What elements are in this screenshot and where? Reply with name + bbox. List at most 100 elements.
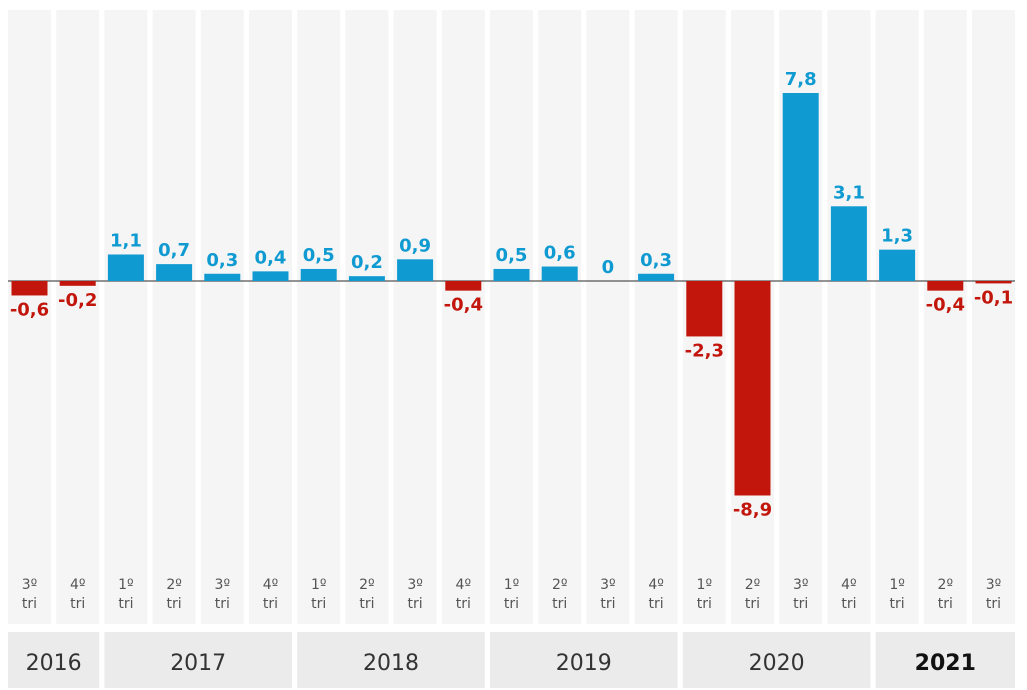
quarter-tick-sublabel: tri [263, 596, 278, 612]
bar [686, 281, 723, 337]
column-background [393, 10, 437, 624]
year-label: 2021 [915, 651, 976, 676]
data-label: 0,7 [158, 240, 190, 261]
data-label: -0,1 [974, 287, 1013, 308]
column-background [923, 10, 967, 624]
column-background [297, 10, 341, 624]
bar [927, 281, 964, 291]
quarter-tick-sublabel: tri [408, 596, 423, 612]
bar [445, 281, 482, 291]
data-label: 0,9 [399, 235, 431, 256]
data-label: 0,5 [303, 245, 335, 266]
quarter-tick-sublabel: tri [504, 596, 519, 612]
quarter-tick-sublabel: tri [552, 596, 567, 612]
year-band [104, 632, 293, 688]
column-background [875, 10, 919, 624]
quarter-tick-label: 4º [70, 577, 86, 593]
data-label: 3,1 [833, 182, 865, 203]
quarter-tick-label: 1º [889, 577, 905, 593]
quarter-tick-label: 2º [552, 577, 568, 593]
data-label: 1,1 [110, 230, 142, 251]
year-label: 2016 [26, 651, 82, 676]
quarter-tick-label: 2º [938, 577, 954, 593]
year-band [8, 632, 100, 688]
column-background [972, 10, 1015, 624]
data-label: 7,8 [785, 69, 817, 90]
bar [204, 273, 241, 281]
quarter-tick-label: 3º [407, 577, 423, 593]
bar [830, 206, 867, 281]
year-band [297, 632, 485, 688]
data-label: 0,3 [206, 250, 238, 271]
quarter-tick-sublabel: tri [22, 596, 37, 612]
quarter-tick-sublabel: tri [600, 596, 615, 612]
quarter-tick-sublabel: tri [890, 596, 905, 612]
quarter-tick-label: 1º [311, 577, 327, 593]
bar [107, 254, 144, 281]
data-label: -0,4 [926, 295, 965, 316]
quarter-tick-sublabel: tri [649, 596, 664, 612]
year-label: 2018 [363, 651, 419, 676]
year-band [682, 632, 871, 688]
bar [348, 276, 385, 281]
data-label: 0,6 [544, 243, 576, 264]
quarter-tick-label: 4º [648, 577, 664, 593]
column-background [634, 10, 678, 624]
column-background [152, 10, 196, 624]
year-label: 2019 [556, 651, 612, 676]
quarter-tick-sublabel: tri [456, 596, 471, 612]
bar [638, 273, 675, 281]
bar [59, 281, 96, 286]
column-background [200, 10, 244, 624]
quarter-tick-sublabel: tri [167, 596, 182, 612]
bar [156, 264, 193, 281]
column-background [441, 10, 485, 624]
column-background [56, 10, 100, 624]
quarter-tick-sublabel: tri [938, 596, 953, 612]
quarter-tick-label: 2º [359, 577, 375, 593]
quarter-tick-sublabel: tri [215, 596, 230, 612]
year-band [875, 632, 1015, 688]
quarter-tick-label: 4º [263, 577, 279, 593]
quarter-tick-label: 1º [504, 577, 520, 593]
quarter-tick-label: 3º [215, 577, 231, 593]
quarter-tick-sublabel: tri [986, 596, 1001, 612]
data-label: 1,3 [881, 226, 913, 247]
quarter-tick-sublabel: tri [793, 596, 808, 612]
bar [493, 268, 530, 281]
column-background [8, 10, 51, 624]
quarter-tick-label: 4º [456, 577, 472, 593]
quarter-tick-label: 1º [697, 577, 713, 593]
quarter-tick-sublabel: tri [841, 596, 856, 612]
quarter-tick-sublabel: tri [745, 596, 760, 612]
column-background [586, 10, 630, 624]
data-label: 0,4 [255, 247, 287, 268]
column-background [249, 10, 292, 624]
column-background [827, 10, 871, 624]
data-label: -0,2 [58, 290, 97, 311]
bar [879, 249, 916, 281]
quarter-tick-label: 4º [841, 577, 857, 593]
quarter-tick-label: 3º [600, 577, 616, 593]
data-label: 0,5 [496, 245, 528, 266]
year-label: 2020 [749, 651, 805, 676]
data-label: -2,3 [685, 340, 724, 361]
data-label: 0 [602, 257, 615, 278]
data-label: -0,4 [444, 295, 483, 316]
quarter-tick-label: 2º [745, 577, 761, 593]
quarter-tick-label: 3º [793, 577, 809, 593]
column-background [345, 10, 389, 624]
quarter-tick-sublabel: tri [311, 596, 326, 612]
column-background [538, 10, 582, 624]
quarter-tick-label: 1º [118, 577, 134, 593]
bar [252, 271, 289, 281]
year-band [490, 632, 678, 688]
bar [975, 281, 1012, 284]
year-label: 2017 [170, 651, 226, 676]
quarter-tick-label: 3º [22, 577, 38, 593]
data-label: -8,9 [733, 499, 772, 520]
quarter-tick-label: 3º [986, 577, 1002, 593]
bar [397, 259, 434, 281]
